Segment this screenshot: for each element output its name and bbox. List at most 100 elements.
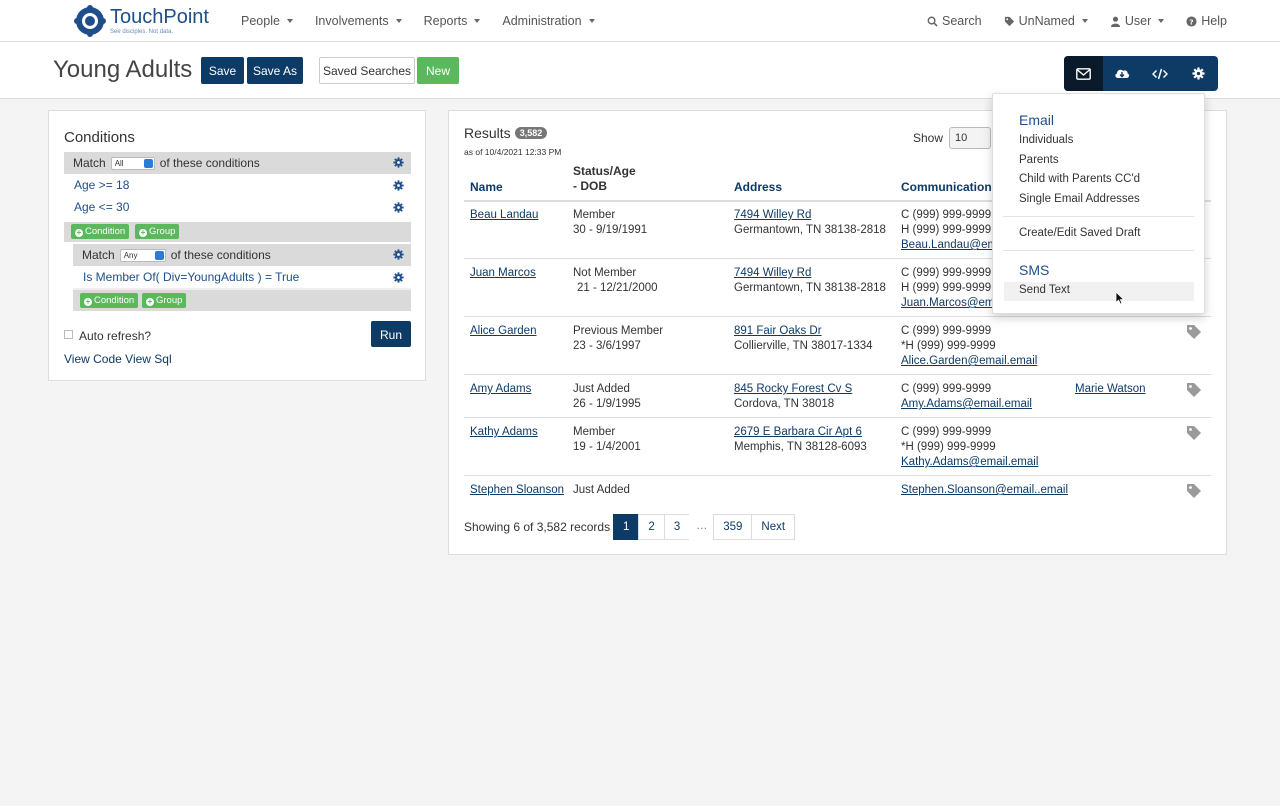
sub-condition-row[interactable]: Is Member Of( Div=YoungAdults ) = True: [73, 266, 411, 288]
gear-icon[interactable]: [393, 272, 404, 283]
menu-item-parents[interactable]: Parents: [1019, 154, 1059, 166]
status-text: Previous Member: [573, 325, 664, 337]
match-row: Match All of these conditions: [64, 152, 411, 174]
address-link[interactable]: 891 Fair Oaks Dr: [734, 325, 822, 337]
page-size-control: Show 10: [913, 127, 992, 149]
table-row-status: Just Added 26 - 1/9/1995: [573, 382, 641, 412]
tag-icon[interactable]: [1186, 425, 1202, 441]
email-link[interactable]: Alice.Garden@email.email: [901, 355, 1038, 367]
gear-icon[interactable]: [393, 157, 404, 168]
nav-people-label: People: [241, 14, 280, 28]
email-link[interactable]: Beau.Landau@emai: [901, 239, 1007, 251]
tag-icon[interactable]: [1186, 382, 1202, 398]
person-link[interactable]: Beau Landau: [470, 209, 539, 221]
nav-administration[interactable]: Administration: [502, 14, 595, 28]
person-link[interactable]: Juan Marcos: [470, 267, 536, 279]
table-row-status: Not Member 21 - 12/21/2000: [573, 266, 658, 296]
column-header-communication[interactable]: Communication: [901, 180, 992, 194]
column-header-name[interactable]: Name: [470, 180, 503, 194]
address-link[interactable]: 7494 Willey Rd: [734, 267, 812, 279]
sub-condition-label: Is Member Of( Div=YoungAdults ) = True: [83, 270, 300, 284]
save-button[interactable]: Save: [201, 57, 244, 84]
view-code-link[interactable]: View Code: [64, 352, 122, 366]
person-link[interactable]: Stephen Sloanson: [470, 484, 564, 496]
email-link[interactable]: Stephen.Sloanson@email..email: [901, 484, 1069, 496]
add-condition-button[interactable]: + Condition: [80, 293, 139, 308]
column-header-address[interactable]: Address: [734, 180, 783, 194]
nav-reports[interactable]: Reports: [424, 14, 481, 28]
nav-unnamed[interactable]: UnNamed: [1004, 14, 1088, 28]
page-button-last[interactable]: 359: [713, 514, 753, 540]
plus-circle-icon: +: [75, 228, 83, 237]
new-button[interactable]: New: [417, 57, 459, 84]
nav-user[interactable]: User: [1110, 14, 1165, 28]
add-group-button[interactable]: + Group: [142, 293, 187, 308]
gear-icon[interactable]: [393, 180, 404, 191]
email-link[interactable]: Kathy.Adams@email.email: [901, 456, 1039, 468]
question-circle-icon: ?: [1186, 15, 1197, 27]
condition-row[interactable]: Age <= 30: [74, 196, 411, 218]
view-sql-link[interactable]: View Sql: [125, 352, 172, 366]
person-link[interactable]: Alice Garden: [470, 325, 537, 337]
settings-toolbar-button[interactable]: [1180, 56, 1219, 91]
save-as-button[interactable]: Save As: [247, 57, 303, 84]
page-size-select[interactable]: 10: [949, 127, 992, 149]
gear-icon: [1192, 67, 1205, 80]
menu-item-single-email-addresses[interactable]: Single Email Addresses: [1019, 193, 1140, 205]
show-label: Show: [913, 131, 944, 145]
nav-people[interactable]: People: [241, 14, 293, 28]
email-toolbar-button[interactable]: [1064, 56, 1103, 91]
add-condition-label: Condition: [85, 226, 126, 237]
page-button-3[interactable]: 3: [663, 514, 691, 540]
nav-search[interactable]: Search: [927, 14, 982, 28]
email-link[interactable]: Amy.Adams@email.email: [901, 398, 1032, 410]
saved-searches-button[interactable]: Saved Searches: [319, 57, 415, 84]
table-row-communication: C (999) 999-9999 Amy.Adams@email.email: [901, 382, 1032, 412]
gear-icon[interactable]: [393, 202, 404, 213]
menu-item-saved-draft[interactable]: Create/Edit Saved Draft: [1019, 227, 1141, 239]
column-header-status[interactable]: Status/Age - DOB: [573, 164, 636, 193]
address-link[interactable]: 845 Rocky Forest Cv S: [734, 383, 853, 395]
match-of-these: of these conditions: [159, 156, 260, 170]
person-link[interactable]: Kathy Adams: [470, 426, 538, 438]
logo-tagline: See disciples. Not data.: [110, 29, 174, 35]
touchpoint-logo[interactable]: TouchPoint See disciples. Not data.: [74, 5, 209, 37]
user-icon: [1110, 16, 1120, 27]
auto-refresh-checkbox[interactable]: [64, 330, 73, 339]
match-select[interactable]: All: [110, 156, 155, 170]
table-row-communication: C (999) 999-9999 H (999) 999-9999 Juan.Mar…: [901, 266, 1001, 311]
sub-match-select[interactable]: Any: [119, 248, 166, 262]
table-row-communication: Stephen.Sloanson@email..email: [901, 483, 1068, 498]
next-page-button[interactable]: Next: [751, 514, 796, 540]
menu-item-child-with-parents[interactable]: Child with Parents CC'd: [1019, 173, 1141, 185]
address-link[interactable]: 7494 Willey Rd: [734, 209, 812, 221]
menu-item-individuals[interactable]: Individuals: [1019, 134, 1074, 146]
gear-icon[interactable]: [393, 249, 404, 260]
email-link[interactable]: Juan.Marcos@ema: [901, 297, 1001, 309]
nav-administration-label: Administration: [502, 14, 582, 28]
status-text: Not Member: [573, 267, 637, 279]
add-condition-button[interactable]: + Condition: [71, 224, 130, 239]
add-group-button[interactable]: + Group: [135, 224, 180, 239]
condition-group: Match Any of these conditions Is Member …: [73, 244, 411, 311]
table-row-status: Just Added: [573, 483, 630, 498]
chevron-down-icon: [1158, 19, 1165, 23]
nav-involvements[interactable]: Involvements: [315, 14, 402, 28]
family-member-link[interactable]: Marie Watson: [1075, 383, 1146, 395]
person-link[interactable]: Amy Adams: [470, 383, 532, 395]
code-toolbar-button[interactable]: [1141, 56, 1180, 91]
address-link[interactable]: 2679 E Barbara Cir Apt 6: [734, 426, 862, 438]
page-button-2[interactable]: 2: [638, 514, 665, 540]
city-text: Germantown, TN 38138-2818: [734, 282, 886, 294]
tag-icon[interactable]: [1186, 483, 1202, 499]
export-toolbar-button[interactable]: [1103, 56, 1142, 91]
nav-help[interactable]: ? Help: [1186, 14, 1227, 28]
cloud-download-icon: [1115, 69, 1129, 78]
condition-row[interactable]: Age >= 18: [74, 174, 411, 196]
tag-icon[interactable]: [1186, 324, 1202, 340]
menu-item-send-text[interactable]: Send Text: [1019, 284, 1070, 296]
page-button-1[interactable]: 1: [613, 514, 640, 540]
run-button[interactable]: Run: [371, 321, 411, 347]
table-row-name: Alice Garden: [470, 324, 536, 339]
dropdown-heading-email: Email: [1019, 112, 1055, 128]
